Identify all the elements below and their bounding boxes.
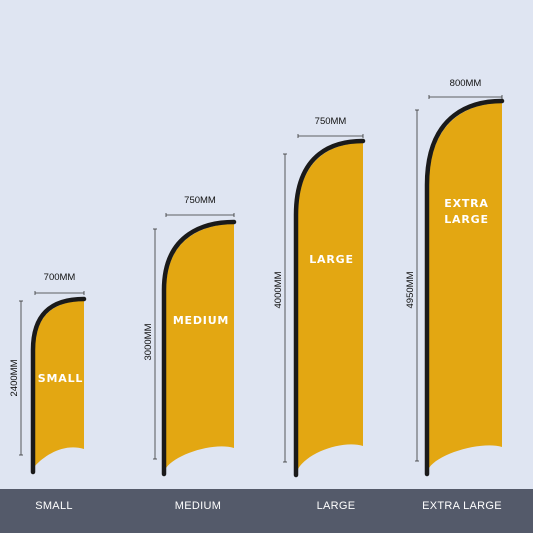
flag-body-small (35, 301, 84, 466)
footer-label-extra-large: EXTRA LARGE (422, 500, 502, 512)
flag-pole-small (30, 296, 87, 475)
width-label-extra-large: 800MM (450, 78, 482, 89)
flag-text-large-1: LARGE (309, 253, 354, 266)
footer-label-medium: MEDIUM (174, 500, 222, 512)
height-label-extra-large: 4950MM (405, 271, 416, 308)
flag-text-medium-1: MEDIUM (173, 314, 229, 327)
flags-illustration: 2400MM 700MM SMALL 3000MM 750MM MEDIUM 4000MM 7… (9, 78, 505, 478)
footer-label-small: SMALL (35, 500, 73, 512)
height-label-small: 2400MM (9, 359, 20, 396)
flag-text-extra-large-2: LARGE (444, 213, 489, 226)
flag-pole-extra-large (424, 98, 505, 477)
height-label-medium: 3000MM (143, 323, 154, 360)
flag-pole-large (293, 138, 366, 478)
footer-label-large: LARGE (316, 500, 356, 512)
height-label-large: 4000MM (273, 271, 284, 308)
width-label-large: 750MM (315, 116, 347, 127)
size-footer-bar: SMALL MEDIUM LARGE EXTRA LARGE (0, 489, 533, 533)
flag-body-large (298, 143, 363, 469)
flag-pole-medium (161, 219, 237, 477)
flag-body-medium (166, 224, 234, 468)
flag-text-extra-large-1: EXTRA (444, 197, 488, 210)
width-label-medium: 750MM (184, 195, 216, 206)
width-label-small: 700MM (44, 272, 76, 283)
flag-text-small-1: SMALL (38, 372, 83, 385)
flag-body-extra-large (429, 103, 502, 468)
